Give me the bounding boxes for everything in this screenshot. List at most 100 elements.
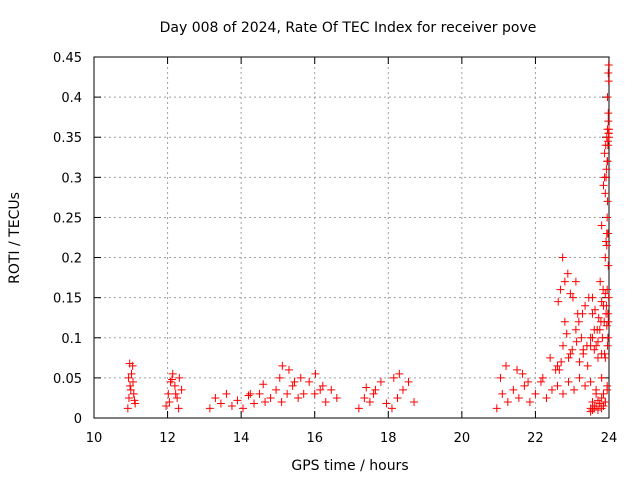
- roti-point: [496, 373, 505, 382]
- y-tick-label: 0.3: [61, 171, 82, 186]
- roti-point: [602, 173, 611, 182]
- roti-point: [604, 61, 613, 70]
- roti-point: [393, 393, 402, 402]
- roti-point: [547, 385, 556, 394]
- roti-point: [571, 325, 580, 334]
- roti-point: [600, 149, 609, 158]
- roti-point: [603, 385, 612, 394]
- roti-point: [604, 317, 613, 326]
- roti-point: [266, 393, 275, 402]
- roti-point: [410, 397, 419, 406]
- roti-point: [310, 389, 319, 398]
- roti-point: [599, 181, 608, 190]
- roti-point: [399, 385, 407, 394]
- roti-point: [275, 373, 284, 382]
- y-tick-label: 0.2: [61, 252, 82, 267]
- roti-point: [546, 353, 555, 362]
- roti-point: [278, 361, 287, 370]
- roti-point: [250, 399, 259, 408]
- roti-point: [227, 401, 236, 410]
- roti-point: [162, 401, 171, 410]
- roti-point: [327, 385, 336, 394]
- roti-point: [360, 393, 369, 402]
- roti-point: [332, 393, 341, 402]
- roti-point: [272, 385, 281, 394]
- roti-point: [387, 404, 396, 413]
- axis-ticks: [93, 56, 610, 419]
- roti-point: [130, 396, 139, 405]
- roti-point: [559, 389, 568, 398]
- roti-point: [604, 261, 613, 270]
- roti-point: [165, 397, 174, 406]
- roti-point: [316, 385, 325, 394]
- roti-point: [599, 401, 608, 410]
- roti-point: [255, 389, 264, 398]
- roti-point: [299, 389, 308, 398]
- roti-point: [389, 373, 398, 382]
- x-tick-label: 12: [159, 431, 176, 446]
- roti-point: [524, 377, 533, 386]
- roti-point: [233, 396, 242, 405]
- roti-point: [604, 69, 613, 78]
- roti-point: [592, 341, 601, 350]
- x-tick-label: 24: [601, 431, 618, 446]
- x-axis-tick-labels: 10 12 14 16 18 20 22 24: [86, 431, 618, 446]
- roti-point: [583, 361, 592, 370]
- roti-point: [596, 277, 605, 286]
- roti-point: [365, 397, 374, 406]
- roti-point: [246, 389, 255, 398]
- roti-point: [593, 325, 602, 334]
- roti-point: [581, 301, 590, 310]
- grid-lines: [94, 57, 609, 418]
- roti-point: [244, 391, 253, 400]
- x-tick-label: 22: [527, 431, 544, 446]
- roti-point: [311, 369, 320, 378]
- roti-point: [603, 285, 612, 294]
- roti-point: [531, 389, 540, 398]
- roti-point: [125, 359, 134, 368]
- roti-point: [284, 365, 293, 374]
- roti-point: [171, 389, 180, 398]
- roti-point: [369, 389, 378, 398]
- roti-point: [604, 109, 613, 118]
- roti-point: [513, 365, 522, 374]
- roti-point: [603, 341, 612, 350]
- roti-point: [562, 329, 571, 338]
- x-tick-label: 20: [454, 431, 471, 446]
- roti-point: [173, 393, 182, 402]
- roti-point: [559, 341, 568, 350]
- roti-point: [126, 381, 135, 390]
- roti-point: [259, 380, 268, 389]
- roti-point: [123, 404, 132, 413]
- x-tick-label: 10: [86, 431, 103, 446]
- roti-point: [556, 285, 565, 294]
- roti-point: [305, 377, 314, 386]
- roti-point: [503, 397, 512, 406]
- roti-point: [603, 93, 612, 102]
- roti-point: [597, 373, 606, 382]
- roti-point: [602, 321, 611, 330]
- roti-point: [602, 241, 611, 250]
- x-axis-label: GPS time / hours: [291, 458, 408, 474]
- roti-point: [124, 373, 133, 382]
- roti-point: [604, 293, 613, 302]
- roti-point: [318, 381, 327, 390]
- roti-point: [571, 277, 580, 286]
- roti-point: [498, 389, 507, 398]
- roti-point: [579, 349, 588, 358]
- roti-point: [602, 301, 611, 310]
- roti-point: [570, 385, 579, 394]
- roti-point: [492, 404, 501, 413]
- roti-point: [597, 221, 606, 230]
- roti-point: [592, 389, 601, 398]
- roti-point: [601, 253, 610, 262]
- roti-point: [404, 377, 413, 386]
- roti-point: [127, 369, 136, 378]
- roti-point: [593, 353, 602, 362]
- y-tick-label: 0.15: [53, 292, 82, 307]
- y-tick-label: 0.25: [53, 211, 82, 226]
- roti-point: [557, 357, 566, 366]
- roti-point: [509, 385, 518, 394]
- x-tick-label: 16: [306, 431, 323, 446]
- roti-point: [211, 393, 220, 402]
